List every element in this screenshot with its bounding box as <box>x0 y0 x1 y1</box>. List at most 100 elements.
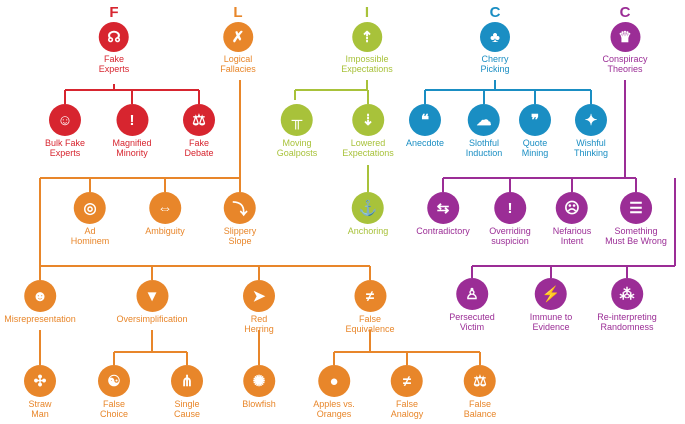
bulk-fake-experts-label: Bulk Fake Experts <box>44 138 86 158</box>
anchoring-node[interactable]: ⚓ Anchoring <box>347 192 389 236</box>
false-balance-label: False Balance <box>463 399 497 419</box>
persecuted-victim-label: Persecuted Victim <box>449 312 495 332</box>
anchoring-label: Anchoring <box>347 226 389 236</box>
fake-debate-node[interactable]: ⚖ Fake Debate <box>183 104 215 158</box>
contradictory-label: Contradictory <box>416 226 470 236</box>
goalposts-icon: ╥ <box>281 104 313 136</box>
not-equal-icon: ≠ <box>353 280 386 312</box>
funnel-icon: ▼ <box>136 280 168 312</box>
anecdote-label: Anecdote <box>405 138 445 148</box>
fake-experts-label: Fake Experts <box>98 54 130 74</box>
anecdote-node[interactable]: ❝ Anecdote <box>406 104 444 148</box>
sloth-icon: ☁ <box>468 104 500 136</box>
impossible-expectations-node[interactable]: I ⇡ Impossible Expectations <box>341 5 393 74</box>
false-analogy-node[interactable]: ≠ False Analogy <box>390 365 424 419</box>
misrepresentation-label: Misrepresentation <box>4 314 76 324</box>
contradictory-node[interactable]: ⇆ Contradictory <box>416 192 470 236</box>
tinfoil-hat-icon: ♛ <box>610 22 640 52</box>
document-icon: ☰ <box>619 192 652 224</box>
apples-vs-oranges-node[interactable]: ● Apples vs. Oranges <box>313 365 355 419</box>
immune-to-evidence-node[interactable]: ⚡ Immune to Evidence <box>530 278 572 332</box>
lowered-expectations-node[interactable]: ⇣ Lowered Expectations <box>342 104 394 158</box>
devil-face-icon: ☹ <box>556 192 588 224</box>
oversimplification-node[interactable]: ▼ Oversimplification <box>116 280 188 324</box>
apple-orange-icon: ● <box>318 365 350 397</box>
ad-hominem-node[interactable]: ◎ Ad Hominem <box>70 192 110 246</box>
reinterpreting-randomness-label: Re-interpreting Randomness <box>597 312 657 332</box>
quote-mining-node[interactable]: ❞ Quote Mining <box>519 104 551 158</box>
single-cause-node[interactable]: ⋔ Single Cause <box>171 365 203 419</box>
false-choice-label: False Choice <box>99 399 128 419</box>
false-balance-node[interactable]: ⚖ False Balance <box>463 365 497 419</box>
false-choice-node[interactable]: ☯ False Choice <box>98 365 130 419</box>
reinterpreting-randomness-node[interactable]: ⁂ Re-interpreting Randomness <box>597 278 657 332</box>
pufferfish-icon: ✺ <box>242 365 275 397</box>
magnified-minority-label: Magnified Minority <box>112 138 152 158</box>
cherries-icon: ♣ <box>480 22 510 52</box>
wishful-thinking-node[interactable]: ✦ Wishful Thinking <box>574 104 608 158</box>
nefarious-intent-node[interactable]: ☹ Nefarious Intent <box>552 192 592 246</box>
network-dots-icon: ⁂ <box>611 278 643 310</box>
letter-c-cherry: C <box>489 4 501 21</box>
overriding-suspicion-label: Overriding suspicion <box>489 226 531 246</box>
conspiracy-theories-node[interactable]: C ♛ Conspiracy Theories <box>602 5 647 74</box>
double-arrow-icon: ⇔ <box>148 192 181 224</box>
letter-f: F <box>109 4 119 21</box>
balance-scales-icon: ⚖ <box>464 365 496 397</box>
quote-marks-icon: ❞ <box>519 104 551 136</box>
letter-l: L <box>233 4 243 21</box>
magnified-minority-node[interactable]: ! Magnified Minority <box>112 104 152 158</box>
mask-icon: ☻ <box>23 280 56 312</box>
goalpost-icon: ⇡ <box>352 22 382 52</box>
fake-debate-label: Fake Debate <box>184 138 214 158</box>
something-must-be-wrong-node[interactable]: ☰ Something Must Be Wrong <box>605 192 667 246</box>
oversimplification-label: Oversimplification <box>116 314 188 324</box>
speech-quote-icon: ❝ <box>409 104 441 136</box>
false-equivalence-node[interactable]: ≠ False Equivalence <box>345 280 395 334</box>
false-analogy-label: False Analogy <box>390 399 424 419</box>
conspiracy-theories-label: Conspiracy Theories <box>602 54 648 74</box>
shapes-not-equal-icon: ≠ <box>391 365 423 397</box>
red-herring-label: Red Herring <box>244 314 274 334</box>
moving-goalposts-label: Moving Goalposts <box>276 138 318 158</box>
moving-goalposts-node[interactable]: ╥ Moving Goalposts <box>276 104 318 158</box>
abc-arrows-icon: ⋔ <box>171 365 203 397</box>
crowd-icon: ☺ <box>49 104 81 136</box>
straw-man-node[interactable]: ✣ Straw Man <box>24 365 56 419</box>
letter-i: I <box>364 4 370 21</box>
slothful-induction-node[interactable]: ☁ Slothful Induction <box>465 104 503 158</box>
cherry-picking-label: Cherry Picking <box>480 54 510 74</box>
speech-bubble-x-icon: ✗ <box>222 22 253 52</box>
bulk-fake-experts-node[interactable]: ☺ Bulk Fake Experts <box>45 104 85 158</box>
logical-fallacies-node[interactable]: L ✗ Logical Fallacies <box>220 5 256 74</box>
shouting-head-icon: ! <box>116 104 148 136</box>
scarecrow-icon: ✣ <box>24 365 56 397</box>
blowfish-node[interactable]: ✺ Blowfish <box>242 365 276 409</box>
cherry-picking-node[interactable]: C ♣ Cherry Picking <box>480 5 510 74</box>
overriding-suspicion-node[interactable]: ! Overriding suspicion <box>489 192 531 246</box>
target-head-icon: ◎ <box>73 192 106 224</box>
lowered-expectations-label: Lowered Expectations <box>342 138 394 158</box>
slipping-person-icon: ⤵ <box>223 192 256 224</box>
magic-wand-icon: ✦ <box>575 104 607 136</box>
persecuted-victim-node[interactable]: ♙ Persecuted Victim <box>449 278 495 332</box>
kneeling-person-icon: ♙ <box>456 278 488 310</box>
slothful-induction-label: Slothful Induction <box>465 138 503 158</box>
red-herring-node[interactable]: ➤ Red Herring <box>243 280 275 334</box>
misrepresentation-node[interactable]: ☻ Misrepresentation <box>4 280 76 324</box>
fake-experts-node[interactable]: F ☊ Fake Experts <box>99 5 130 74</box>
anchor-icon: ⚓ <box>352 192 384 224</box>
ambiguity-node[interactable]: ⇔ Ambiguity <box>145 192 185 236</box>
lowered-bar-icon: ⇣ <box>352 104 384 136</box>
something-must-be-wrong-label: Something Must Be Wrong <box>605 226 667 246</box>
slippery-slope-label: Slippery Slope <box>223 226 257 246</box>
logical-fallacies-label: Logical Fallacies <box>220 54 256 74</box>
slippery-slope-node[interactable]: ⤵ Slippery Slope <box>223 192 257 246</box>
ad-hominem-label: Ad Hominem <box>70 226 110 246</box>
nefarious-intent-label: Nefarious Intent <box>552 226 592 246</box>
apples-vs-oranges-label: Apples vs. Oranges <box>313 399 355 419</box>
letter-c-conspiracy: C <box>619 4 631 21</box>
wishful-thinking-label: Wishful Thinking <box>573 138 609 158</box>
straw-man-label: Straw Man <box>28 399 52 419</box>
